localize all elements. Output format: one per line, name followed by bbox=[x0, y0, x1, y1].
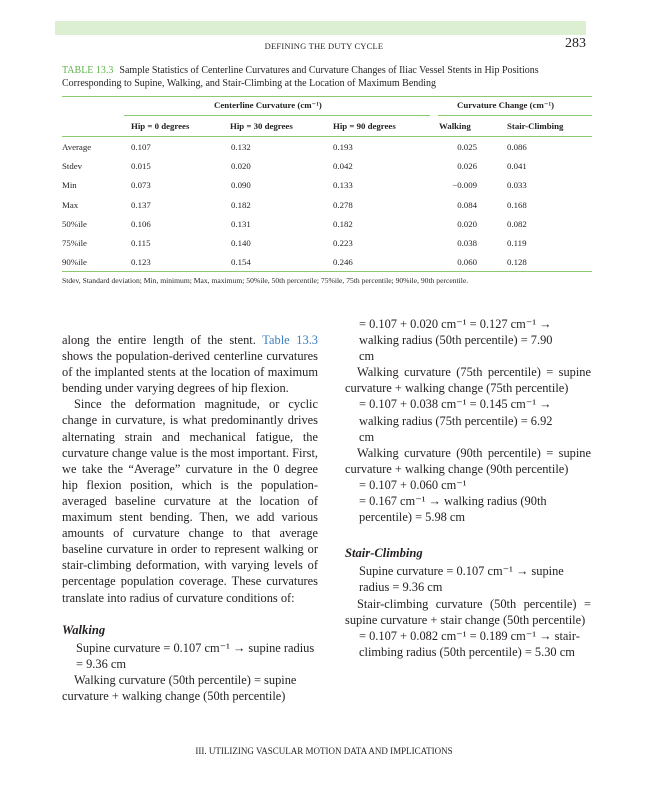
row-label: Average bbox=[62, 142, 92, 152]
table-cell: 0.131 bbox=[231, 218, 251, 229]
table-cell: 0.026 bbox=[457, 161, 477, 172]
table-top-rule bbox=[62, 96, 592, 97]
table-cell: 0.115 bbox=[131, 238, 151, 248]
table-cell: 0.020 bbox=[231, 161, 251, 172]
table-cell: 0.132 bbox=[231, 142, 251, 152]
page-footer: III. UTILIZING VASCULAR MOTION DATA AND … bbox=[195, 746, 453, 756]
equation: Stair-climbing curvature (50th percentil… bbox=[345, 596, 591, 627]
table-cell: 0.025 bbox=[457, 142, 477, 152]
table-cell: 0.038 bbox=[457, 238, 477, 248]
column-header: Hip = 90 degrees bbox=[333, 121, 396, 131]
group-header-change: Curvature Change (cm⁻¹) bbox=[457, 100, 555, 110]
table-cell: 0.123 bbox=[131, 257, 151, 268]
table-cell: 0.193 bbox=[333, 142, 353, 152]
table-cell: 0.086 bbox=[507, 142, 527, 152]
table-cell: 0.073 bbox=[131, 180, 151, 191]
table-label: TABLE 13.3 bbox=[62, 65, 114, 76]
table-cell: 0.042 bbox=[333, 161, 353, 172]
table-cell: 0.119 bbox=[507, 238, 527, 248]
equation: = 0.107 + 0.060 cm⁻¹ bbox=[359, 477, 467, 492]
equation: Walking curvature (75th percentile) = su… bbox=[345, 365, 591, 396]
header-band bbox=[55, 21, 586, 35]
table-cell: 0.107 bbox=[131, 142, 151, 152]
table-cell: 0.133 bbox=[333, 180, 353, 191]
table-cell: −0.009 bbox=[452, 180, 477, 191]
table-caption: TABLE 13.3 Sample Statistics of Centerlin… bbox=[62, 64, 592, 90]
table-bottom-rule bbox=[62, 271, 592, 272]
equation: = 0.107 + 0.038 cm⁻¹ = 0.145 cm⁻¹ → walk… bbox=[359, 397, 553, 444]
statistics-table: Centerline Curvature (cm⁻¹) Curvature Ch… bbox=[0, 0, 648, 300]
equation: = 0.107 + 0.082 cm⁻¹ = 0.189 cm⁻¹ → stai… bbox=[359, 628, 580, 659]
column-header: Hip = 0 degrees bbox=[131, 121, 190, 131]
table-cell: 0.084 bbox=[457, 199, 477, 210]
table-cell: 0.223 bbox=[333, 238, 353, 248]
table-caption-text: Sample Statistics of Centerline Curvatur… bbox=[62, 65, 539, 89]
equation: = 0.107 + 0.020 cm⁻¹ = 0.127 cm⁻¹ → walk… bbox=[359, 317, 553, 364]
row-label: Min bbox=[62, 180, 77, 191]
table-cell: 0.060 bbox=[457, 257, 477, 268]
table-cell: 0.168 bbox=[507, 199, 527, 210]
group-rule-change bbox=[438, 115, 592, 116]
table-cell: 0.033 bbox=[507, 180, 527, 191]
page-number: 283 bbox=[565, 36, 586, 51]
table-cell: 0.140 bbox=[231, 238, 251, 248]
paragraph: Since the deformation magnitude, or cycl… bbox=[62, 397, 318, 605]
column-header: Walking bbox=[439, 121, 471, 131]
paragraph: along the entire length of the stent. Ta… bbox=[62, 332, 318, 396]
group-header-centerline: Centerline Curvature (cm⁻¹) bbox=[214, 100, 322, 110]
table-cell: 0.015 bbox=[131, 161, 151, 172]
row-label: 50%ile bbox=[62, 218, 87, 229]
table-cell: 0.020 bbox=[457, 218, 477, 229]
column-header: Stair-Climbing bbox=[507, 121, 564, 131]
equation: = 0.167 cm⁻¹ → walking radius (90th perc… bbox=[359, 494, 547, 525]
running-title: DEFINING THE DUTY CYCLE bbox=[264, 41, 384, 51]
row-label: 90%ile bbox=[62, 257, 87, 268]
table-cell: 0.154 bbox=[231, 257, 251, 268]
table-header-rule bbox=[62, 136, 592, 137]
equation: Walking curvature (50th percentile) = su… bbox=[62, 672, 297, 703]
table-cell: 0.182 bbox=[231, 199, 251, 210]
table-footnote: Stdev, Standard deviation; Min, minimum;… bbox=[62, 276, 469, 285]
right-column: = 0.107 + 0.020 cm⁻¹ = 0.127 cm⁻¹ → walk… bbox=[345, 316, 591, 660]
column-header: Hip = 30 degrees bbox=[230, 121, 293, 131]
text: shows the population-derived centerline … bbox=[62, 349, 318, 396]
table-cell: 0.106 bbox=[131, 218, 151, 229]
text: along the entire length of the stent. bbox=[62, 333, 263, 347]
equation: Supine curvature = 0.107 cm⁻¹ → supine r… bbox=[76, 640, 315, 671]
row-label: Max bbox=[62, 199, 79, 210]
table-cell: 0.246 bbox=[333, 257, 353, 268]
table-cell: 0.041 bbox=[507, 161, 527, 172]
left-column: along the entire length of the stent. Ta… bbox=[62, 332, 318, 704]
row-label: Stdev bbox=[62, 161, 83, 172]
table-cell: 0.128 bbox=[507, 257, 527, 268]
table-link[interactable]: Table 13.3 bbox=[262, 333, 318, 347]
table-cell: 0.137 bbox=[131, 199, 151, 210]
table-cell: 0.090 bbox=[231, 180, 251, 191]
table-cell: 0.182 bbox=[333, 218, 353, 229]
equation: Walking curvature (90th percentile) = su… bbox=[345, 445, 591, 476]
table-cell: 0.278 bbox=[333, 199, 353, 210]
table-cell: 0.082 bbox=[507, 218, 527, 229]
section-heading-stair-climbing: Stair-Climbing bbox=[345, 546, 423, 561]
row-label: 75%ile bbox=[62, 238, 87, 248]
section-heading-walking: Walking bbox=[62, 622, 106, 637]
group-rule-centerline bbox=[124, 115, 430, 116]
equation: Supine curvature = 0.107 cm⁻¹ → supine r… bbox=[359, 564, 564, 595]
